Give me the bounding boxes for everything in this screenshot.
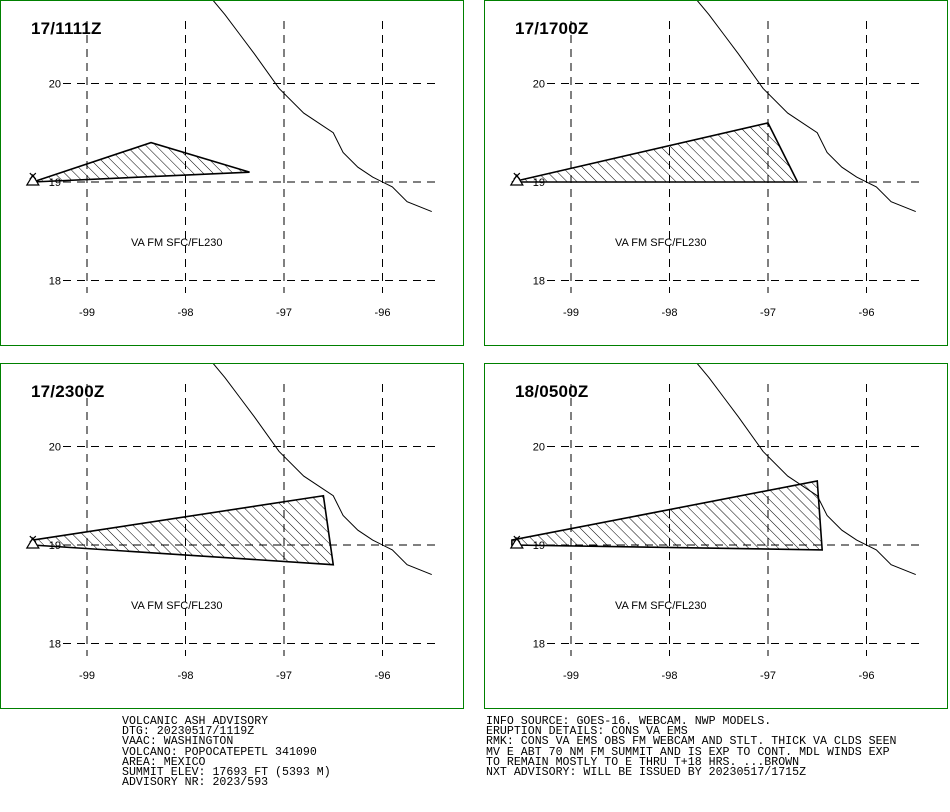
- longitude-tick-label: -99: [563, 670, 579, 682]
- advisory-line: TO REMAIN MOSTLY TO E THRU T+18 HRS. ...…: [486, 755, 800, 769]
- forecast-panel-2: 17/1700Z -99 -98 -97 -96 20 19 18 VA FM SFC/FL…: [484, 0, 948, 346]
- longitude-tick-label: -99: [79, 670, 95, 682]
- volcano-icon: [25, 173, 40, 186]
- latitude-tick-label: 18: [533, 276, 545, 288]
- panel-time-label: 18/0500Z: [515, 382, 589, 401]
- panel-time-label: 17/1700Z: [515, 19, 589, 38]
- longitude-tick-label: -98: [178, 307, 194, 319]
- longitude-tick-label: -96: [375, 670, 391, 682]
- longitude-tick-label: -99: [79, 307, 95, 319]
- advisory-line: SUMMIT ELEV: 17693 FT (5393 M): [122, 766, 331, 780]
- coastline: [212, 1, 432, 213]
- latitude-tick-label: 20: [49, 442, 61, 454]
- ash-cloud-polygon: [511, 121, 799, 183]
- advisory-line: DTG: 20230517/1119Z: [122, 725, 255, 739]
- longitude-tick-label: -96: [375, 307, 391, 319]
- advisory-line: VOLCANO: POPOCATEPETL 341090: [122, 745, 317, 759]
- advisory-remarks-block: INFO SOURCE: GOES-16. WEBCAM. NWP MODELS…: [486, 715, 897, 780]
- volcano-icon: [25, 536, 40, 549]
- advisory-line: ADVISORY NR: 2023/593: [122, 776, 269, 790]
- ash-cloud-polygon: [32, 494, 335, 566]
- coastline: [212, 364, 432, 576]
- eruption-mark-icon: [29, 535, 37, 543]
- advisory-line: MV E ABT 70 NM FM SUMMIT AND IS EXP TO C…: [486, 745, 890, 759]
- advisory-line: AREA: MEXICO: [122, 755, 206, 769]
- advisory-line: ERUPTION DETAILS: CONS VA EMS: [486, 725, 688, 739]
- ash-layer-label: VA FM SFC/FL230: [615, 237, 707, 249]
- panel-time-label: 17/1111Z: [31, 19, 102, 38]
- ash-cloud-polygon: [32, 141, 250, 183]
- eruption-mark-icon: [513, 535, 521, 543]
- longitude-tick-label: -97: [760, 670, 776, 682]
- ash-layer-label: VA FM SFC/FL230: [615, 600, 707, 612]
- advisory-header-block: VOLCANIC ASH ADVISORY DTG: 20230517/1119…: [122, 715, 331, 790]
- latitude-tick-label: 18: [533, 639, 545, 651]
- volcano-icon: [509, 173, 524, 186]
- longitude-tick-label: -96: [859, 307, 875, 319]
- longitude-tick-label: -97: [276, 670, 292, 682]
- advisory-line: VAAC: WASHINGTON: [122, 735, 234, 749]
- longitude-tick-label: -98: [662, 670, 678, 682]
- forecast-panel-1: 17/1111Z -99 -98 -97 -96 20 19 18 VA FM SFC/FL…: [0, 0, 464, 346]
- panel-time-label: 17/2300Z: [31, 382, 105, 401]
- latitude-tick-label: 20: [49, 79, 61, 91]
- ash-layer-label: VA FM SFC/FL230: [131, 600, 223, 612]
- eruption-mark-icon: [29, 172, 37, 180]
- ash-cloud-polygon: [511, 480, 824, 551]
- longitude-tick-label: -97: [760, 307, 776, 319]
- advisory-line: VOLCANIC ASH ADVISORY: [122, 715, 269, 728]
- latitude-tick-label: 18: [49, 639, 61, 651]
- longitude-tick-label: -97: [276, 307, 292, 319]
- coastline: [696, 1, 916, 213]
- eruption-mark-icon: [513, 172, 521, 180]
- longitude-tick-label: -98: [662, 307, 678, 319]
- volcano-icon: [509, 536, 524, 549]
- latitude-tick-label: 20: [533, 442, 545, 454]
- longitude-tick-label: -99: [563, 307, 579, 319]
- advisory-line: RMK: CONS VA EMS OBS FM WEBCAM AND STLT.…: [486, 735, 897, 749]
- advisory-line: NXT ADVISORY: WILL BE ISSUED BY 20230517…: [486, 766, 807, 780]
- longitude-tick-label: -96: [859, 670, 875, 682]
- latitude-tick-label: 18: [49, 276, 61, 288]
- longitude-tick-label: -98: [178, 670, 194, 682]
- latitude-tick-label: 20: [533, 79, 545, 91]
- ash-layer-label: VA FM SFC/FL230: [131, 237, 223, 249]
- advisory-line: INFO SOURCE: GOES-16. WEBCAM. NWP MODELS…: [486, 715, 772, 728]
